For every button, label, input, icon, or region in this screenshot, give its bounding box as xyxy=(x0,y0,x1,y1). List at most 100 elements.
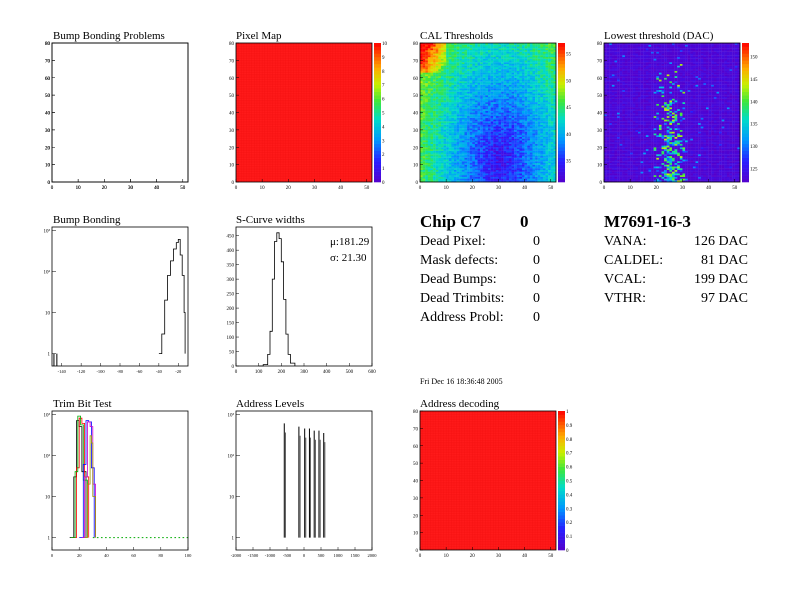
heatmap-cell xyxy=(459,171,462,174)
heatmap-cell xyxy=(553,166,557,169)
heatmap-cell xyxy=(537,166,541,169)
heatmap-cell xyxy=(614,69,618,71)
heatmap-cell xyxy=(506,89,510,92)
heatmap-cell xyxy=(503,100,507,103)
heatmap-cell xyxy=(522,58,525,61)
heatmap-cell xyxy=(506,51,510,54)
heatmap-cell xyxy=(506,86,510,89)
heatmap-cell xyxy=(440,135,444,137)
heatmap-cell xyxy=(474,178,478,181)
heatmap-cell xyxy=(480,72,483,75)
heatmap-cell xyxy=(482,63,486,66)
heatmap-cell xyxy=(501,60,504,63)
heatmap-cell xyxy=(511,55,515,58)
heatmap-cell xyxy=(611,150,615,153)
heatmap-cell xyxy=(542,82,546,85)
heatmap-cell xyxy=(427,100,431,103)
heatmap-cell xyxy=(435,119,439,122)
heatmap-cell xyxy=(535,154,538,157)
heatmap-cell xyxy=(469,164,473,167)
heatmap-cell xyxy=(514,51,517,54)
heatmap-cell xyxy=(435,81,439,84)
heatmap-cell xyxy=(508,176,512,179)
heatmap-cell xyxy=(461,136,465,139)
heatmap-cell xyxy=(537,86,541,89)
heatmap-cell xyxy=(446,96,449,99)
heatmap-cell xyxy=(535,43,538,45)
heatmap-cell xyxy=(617,164,620,167)
heatmap-cell xyxy=(451,91,455,94)
heatmap-cell xyxy=(454,60,457,63)
heatmap-cell xyxy=(522,121,525,124)
heatmap-cell xyxy=(480,70,483,73)
heatmap-cell xyxy=(422,51,426,54)
heatmap-cell xyxy=(448,84,452,87)
heatmap-cell xyxy=(488,122,491,125)
heatmap-cell xyxy=(446,173,449,176)
heatmap-cell xyxy=(427,124,431,127)
heatmap-cell xyxy=(488,135,491,137)
heatmap-cell xyxy=(522,180,525,183)
heatmap-cell xyxy=(438,171,442,174)
heatmap-cell xyxy=(446,81,449,84)
heatmap-cell xyxy=(482,136,486,139)
heatmap-cell xyxy=(503,62,507,64)
heatmap-cell xyxy=(469,58,473,61)
heatmap-cell xyxy=(493,175,496,177)
heatmap-cell xyxy=(524,148,528,151)
heatmap-cell xyxy=(524,72,528,75)
heatmap-cell xyxy=(511,89,515,92)
heatmap-cell xyxy=(527,155,530,158)
heatmap-cell xyxy=(485,142,489,144)
heatmap-cell xyxy=(611,131,615,134)
heatmap-cell xyxy=(527,178,530,181)
heatmap-cell xyxy=(422,58,426,61)
heatmap-cell xyxy=(535,145,538,148)
heatmap-cell xyxy=(516,142,520,144)
heatmap-cell xyxy=(469,176,473,179)
heatmap-cell xyxy=(485,86,489,89)
heatmap-cell xyxy=(482,155,486,158)
heatmap-cell xyxy=(542,164,546,167)
heatmap-cell xyxy=(464,176,468,179)
heatmap-cell xyxy=(553,60,557,63)
heatmap-cell xyxy=(498,168,502,170)
heatmap-cell xyxy=(501,148,504,151)
heatmap-cell xyxy=(617,150,620,153)
heatmap-cell xyxy=(438,58,442,61)
heatmap-cell xyxy=(495,147,499,150)
heatmap-cell xyxy=(472,102,476,104)
heatmap-cell xyxy=(446,69,449,71)
heatmap-cell xyxy=(606,102,610,104)
heatmap-cell xyxy=(516,143,520,146)
heatmap-cell xyxy=(614,128,618,131)
heatmap-cell xyxy=(443,77,447,80)
heatmap-cell xyxy=(519,56,523,59)
heatmap-cell xyxy=(542,110,546,113)
heatmap-cell xyxy=(532,173,536,176)
heatmap-cell xyxy=(464,93,468,96)
heatmap-cell xyxy=(469,49,473,52)
heatmap-cell xyxy=(553,164,557,167)
heatmap-cell xyxy=(519,89,523,92)
heatmap-cell xyxy=(446,112,449,115)
heatmap-cell xyxy=(553,110,557,113)
heatmap-cell xyxy=(427,60,431,63)
heatmap-cell xyxy=(542,128,546,131)
heatmap-cell xyxy=(524,157,528,160)
heatmap-cell xyxy=(545,157,549,160)
heatmap-cell xyxy=(464,96,468,99)
heatmap-cell xyxy=(493,135,496,137)
heatmap-cell xyxy=(469,126,473,129)
heatmap-cell xyxy=(425,161,428,164)
heatmap-cell xyxy=(438,175,442,177)
palette-bar-cell xyxy=(558,56,565,61)
heatmap-cell xyxy=(540,133,544,136)
heatmap-cell xyxy=(529,76,533,78)
heatmap-cell xyxy=(490,55,494,58)
heatmap-cell xyxy=(464,58,468,61)
heatmap-cell xyxy=(548,103,551,106)
heatmap-cell xyxy=(550,84,554,87)
heatmap-cell xyxy=(542,79,546,82)
heatmap-cell xyxy=(514,131,517,134)
